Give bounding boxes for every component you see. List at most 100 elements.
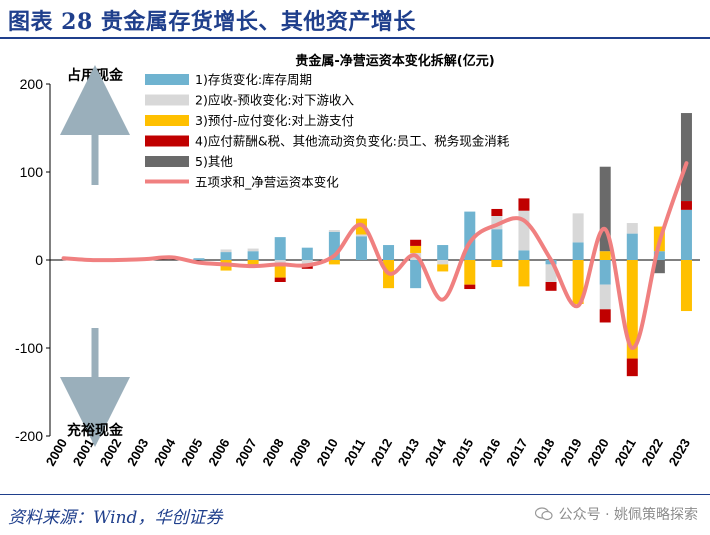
y-tick-label: 100	[20, 164, 44, 180]
bar-payable_wage-2020	[599, 309, 611, 323]
bar-inventory-2015	[464, 211, 476, 260]
line-point-2001	[89, 258, 93, 262]
legend-label: 1)存货变化:库存周期	[195, 72, 312, 87]
legend-swatch-other	[145, 156, 189, 167]
bar-inventory-2021	[626, 233, 638, 260]
line-point-2015	[468, 240, 472, 244]
bar-receivable-2014	[437, 260, 449, 265]
bar-inventory-2023	[680, 209, 692, 260]
x-tick-label: 2001	[70, 436, 97, 469]
bar-payable_wage-2018	[545, 282, 557, 291]
x-tick-label: 2004	[151, 435, 179, 468]
legend-swatch-payable_wage	[145, 135, 189, 147]
bar-receivable-2008	[274, 260, 286, 265]
line-point-2020	[603, 227, 607, 231]
bar-payable_wage-2017	[518, 198, 530, 211]
bar-inventory-2005	[193, 258, 205, 260]
line-point-2016	[495, 223, 499, 227]
line-point-2012	[387, 271, 391, 275]
line-point-2008	[278, 262, 282, 266]
bar-inventory-2011	[355, 236, 367, 260]
bar-inventory-2009	[301, 247, 313, 260]
bar-inventory-2006	[220, 252, 232, 260]
line-point-2000	[62, 256, 66, 260]
line-point-2019	[576, 304, 580, 308]
line-point-2023	[684, 161, 688, 165]
source-note: 资料来源：Wind，华创证券	[8, 508, 223, 528]
line-net-working-capital	[61, 161, 689, 351]
chart-title: 贵金属-净营运资本变化拆解(亿元)	[295, 53, 494, 69]
x-tick-label: 2016	[476, 436, 503, 469]
line-point-2013	[414, 254, 418, 258]
x-tick-label: 2023	[666, 436, 693, 469]
x-tick-label: 2012	[368, 436, 395, 469]
x-tick-label: 2019	[557, 436, 584, 469]
legend-swatch-inventory	[145, 74, 189, 85]
bar-prepay-2008	[274, 264, 286, 278]
x-tick-label: 2017	[503, 436, 530, 469]
legend-label: 2)应收-预收变化:对下游收入	[195, 93, 355, 108]
x-tick-label: 2003	[124, 436, 151, 469]
legend-label: 4)应付薪酬&税、其他流动资负变化:员工、税务现金消耗	[195, 134, 510, 149]
bar-prepay-2020	[599, 251, 611, 260]
bar-receivable-2011	[355, 234, 367, 237]
bar-prepay-2014	[437, 264, 449, 272]
x-tick-label: 2002	[97, 436, 124, 469]
bar-inventory-2020	[599, 260, 611, 285]
bar-prepay-2017	[518, 260, 530, 287]
bar-prepay-2007	[247, 260, 259, 268]
wechat-icon	[534, 507, 553, 521]
bar-prepay-2021	[626, 260, 638, 359]
x-tick-label: 2015	[449, 436, 476, 469]
line-point-2005	[197, 261, 201, 265]
annotation-bottom: 充裕现金	[67, 422, 124, 439]
bar-payable_wage-2016	[491, 208, 503, 216]
bar-inventory-2022	[653, 251, 665, 260]
x-tick-label: 2018	[530, 436, 557, 469]
legend-label: 五项求和_净营运资本变化	[195, 175, 339, 190]
watermark: 公众号 · 姚佩策略探索	[534, 504, 698, 524]
bar-inventory-2010	[328, 231, 340, 260]
bar-receivable-2007	[247, 248, 259, 252]
bar-inventory-2019	[572, 242, 584, 260]
x-tick-label: 2013	[395, 436, 422, 469]
bar-prepay-2016	[491, 260, 503, 268]
bar-prepay-2019	[572, 260, 584, 304]
bar-inventory-2013	[410, 260, 422, 289]
x-tick-label: 2005	[178, 436, 205, 469]
bar-inventory-2008	[274, 237, 286, 260]
title-rule	[0, 37, 710, 39]
footer-rule	[0, 494, 710, 495]
line-point-2010	[332, 254, 336, 258]
bar-payable_wage-2015	[464, 284, 476, 290]
bar-receivable-2009	[301, 260, 313, 265]
bar-inventory-2016	[491, 229, 503, 260]
y-tick-label: -200	[15, 428, 43, 444]
bar-prepay-2023	[680, 260, 692, 312]
bar-inventory-2017	[518, 250, 530, 260]
x-tick-label: 2009	[286, 436, 313, 469]
bar-payable_wage-2013	[410, 239, 422, 246]
line-point-2022	[657, 240, 661, 244]
bar-other-2023	[680, 113, 692, 202]
legend-label: 5)其他	[195, 154, 233, 169]
bar-receivable-2017	[518, 210, 530, 251]
bar-inventory-2012	[383, 245, 395, 260]
line-point-2017	[522, 218, 526, 222]
annotation-top: 占用现金	[67, 67, 124, 84]
bar-receivable-2010	[328, 230, 340, 232]
x-tick-label: 2020	[584, 436, 611, 469]
bar-receivable-2016	[491, 216, 503, 230]
bar-receivable-2021	[626, 223, 638, 234]
bar-inventory-2014	[437, 245, 449, 260]
x-tick-label: 2006	[205, 436, 232, 469]
line-point-2021	[630, 346, 634, 350]
bar-receivable-2006	[220, 249, 232, 253]
y-tick-label: -100	[15, 340, 43, 356]
x-tick-label: 2011	[341, 436, 368, 468]
bar-receivable-2018	[545, 264, 557, 282]
legend-label: 3)预付-应付变化:对上游支付	[195, 113, 354, 128]
bar-prepay-2013	[410, 245, 422, 253]
legend-swatch-receivable	[145, 94, 189, 106]
line-point-2006	[224, 262, 228, 266]
